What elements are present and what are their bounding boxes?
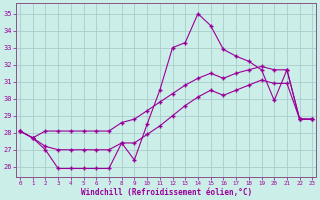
X-axis label: Windchill (Refroidissement éolien,°C): Windchill (Refroidissement éolien,°C) bbox=[81, 188, 252, 197]
